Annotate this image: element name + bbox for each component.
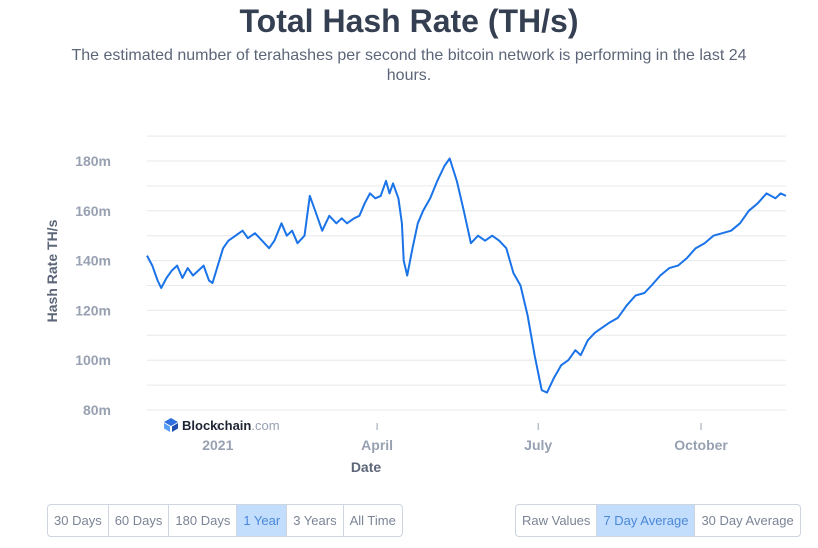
value-type-selector: Raw Values 7 Day Average 30 Day Average — [515, 504, 801, 537]
7-day-average-button[interactable]: 7 Day Average — [597, 505, 696, 536]
x-axis-ticks: 2021 April July October — [202, 423, 728, 453]
chart-grid — [147, 135, 786, 411]
30-day-average-button[interactable]: 30 Day Average — [701, 513, 794, 528]
y-tick-label: 120m — [75, 302, 111, 318]
x-tick-label: October — [674, 437, 728, 453]
range-all-time-button[interactable]: All Time — [349, 513, 396, 528]
watermark-brand: Blockchain — [182, 417, 252, 433]
hash-rate-chart: 80m 100m 120m 140m 160m 180m 2021 April July Oct… — [44, 135, 787, 475]
x-tick-label: April — [361, 437, 393, 453]
y-tick-label: 180m — [75, 153, 111, 169]
range-30-days-button[interactable]: 30 Days — [48, 505, 109, 536]
range-1-year-button[interactable]: 1 Year — [237, 505, 288, 536]
y-tick-label: 140m — [75, 253, 111, 269]
range-60-days-button[interactable]: 60 Days — [109, 505, 170, 536]
y-tick-label: 160m — [75, 203, 111, 219]
blockchain-logo-icon — [164, 418, 178, 432]
chart-subtitle: The estimated number of terahashes per s… — [71, 47, 747, 84]
y-axis-title: Hash Rate TH/s — [44, 219, 60, 322]
watermark-domain: .com — [251, 417, 280, 433]
time-range-selector: 30 Days 60 Days 180 Days 1 Year 3 Years … — [47, 504, 403, 537]
y-tick-label: 80m — [83, 402, 111, 418]
range-3-years-button[interactable]: 3 Years — [287, 505, 344, 536]
raw-values-button[interactable]: Raw Values — [516, 505, 598, 536]
hash-rate-series-line — [146, 157, 787, 394]
x-tick-label: 2021 — [202, 437, 233, 453]
x-axis-title: Date — [351, 459, 382, 475]
y-tick-label: 100m — [75, 352, 111, 368]
chart-title: Total Hash Rate (TH/s) — [239, 3, 579, 39]
x-tick-label: July — [524, 437, 552, 453]
range-180-days-button[interactable]: 180 Days — [169, 505, 238, 536]
y-axis-ticks: 80m 100m 120m 140m 160m 180m — [75, 153, 111, 418]
blockchain-watermark: Blockchain .com — [164, 416, 280, 434]
